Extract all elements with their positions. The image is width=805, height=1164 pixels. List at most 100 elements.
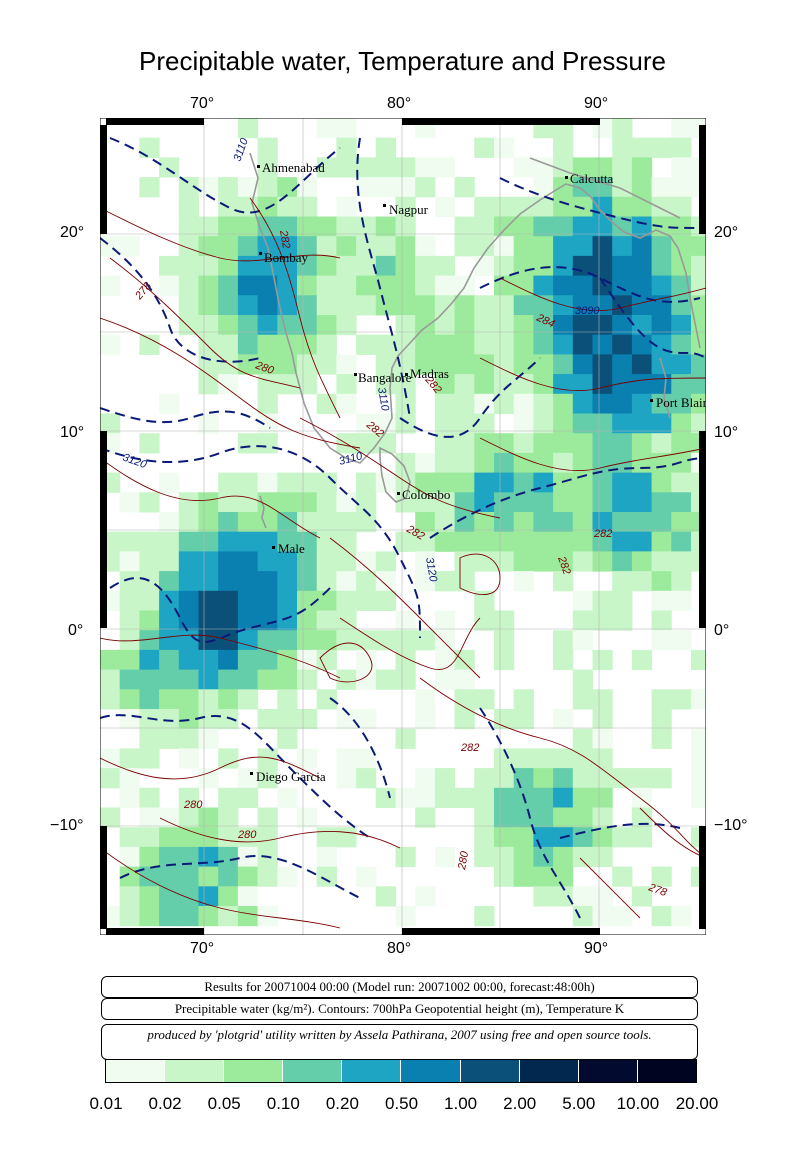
pw-cell (336, 295, 357, 316)
pw-cell (513, 374, 534, 395)
pw-cell (178, 295, 199, 316)
pw-cell (691, 374, 712, 395)
pw-cell (198, 512, 219, 533)
pw-cell (415, 334, 436, 355)
pw-cell (415, 295, 436, 316)
pw-cell (474, 295, 495, 316)
pw-cell (553, 571, 574, 592)
pw-cell (198, 669, 219, 690)
pw-cell (434, 630, 456, 651)
pw-cell (533, 393, 554, 414)
pw-cell (100, 649, 121, 671)
pw-cell (474, 906, 495, 927)
pw-cell (671, 512, 692, 533)
pw-cell (474, 492, 495, 513)
pw-cell (494, 610, 515, 631)
pw-cell (336, 531, 357, 552)
pw-cell (277, 295, 298, 316)
pw-cell (395, 728, 416, 749)
pw-cell (237, 787, 259, 808)
pw-cell (415, 630, 436, 651)
pw-cell (671, 590, 692, 611)
pw-cell (533, 255, 554, 277)
pw-cell (297, 630, 318, 651)
pw-cell (277, 512, 298, 533)
pw-cell (395, 216, 416, 237)
contour-label: 280 (456, 849, 471, 871)
pw-cell (513, 157, 534, 178)
pw-cell (336, 216, 357, 237)
pw-cell (553, 768, 574, 789)
pw-cell (237, 610, 259, 631)
pw-cell (237, 334, 259, 355)
pw-cell (454, 177, 475, 198)
pw-cell (375, 295, 396, 316)
pw-cell (651, 236, 672, 257)
pw-cell (395, 157, 416, 178)
pw-cell (494, 315, 515, 336)
pw-cell (494, 236, 515, 257)
pw-cell (494, 433, 515, 454)
pw-cell (651, 255, 672, 277)
legend-label: 1.00 (444, 1094, 478, 1113)
pw-cell (159, 531, 180, 552)
pw-cell (612, 590, 633, 611)
pw-cell (237, 886, 259, 907)
coastlines (249, 152, 701, 529)
pw-cell (533, 512, 554, 533)
pw-cell (198, 866, 219, 887)
precipitable-water-cells (100, 118, 712, 927)
pw-cell (553, 354, 574, 375)
legend-swatch (224, 1060, 284, 1082)
pw-cell (218, 709, 239, 730)
pw-cell (612, 551, 633, 572)
pw-cell (297, 590, 318, 611)
pw-cell (454, 374, 475, 395)
pw-cell (631, 255, 653, 277)
pw-cell (474, 236, 495, 257)
pw-cell (494, 295, 515, 316)
pw-cell (218, 571, 239, 592)
pw-cell (474, 137, 495, 158)
pw-cell (277, 728, 298, 749)
pw-cell (277, 492, 298, 513)
pw-cell (572, 177, 593, 198)
pw-cell (218, 827, 239, 848)
pw-cell (198, 413, 219, 434)
pw-cell (691, 748, 712, 769)
pw-cell (513, 334, 534, 355)
pw-cell (218, 866, 239, 887)
pw-cell (572, 275, 593, 296)
pw-cell (553, 393, 574, 414)
pw-cell (691, 689, 712, 710)
pw-cell (237, 669, 259, 690)
pw-cell (415, 768, 436, 789)
pw-cell (316, 334, 337, 355)
pw-cell (494, 137, 515, 158)
pw-cell (178, 807, 199, 828)
pw-cell (395, 393, 416, 414)
contour-label: 3110 (375, 386, 391, 412)
pw-cell (395, 236, 416, 257)
pw-cell (671, 531, 692, 552)
pw-cell (297, 177, 318, 198)
pw-cell (316, 118, 337, 139)
pw-cell (139, 610, 160, 631)
pw-cell (316, 531, 337, 552)
pw-cell (631, 137, 653, 158)
pw-cell (218, 374, 239, 395)
pw-cell (434, 649, 456, 671)
pw-cell (316, 216, 337, 237)
pw-cell (592, 315, 613, 336)
pw-cell (336, 157, 357, 178)
pw-cell (159, 866, 180, 887)
pw-cell (159, 157, 180, 178)
pw-cell (415, 472, 436, 493)
pw-cell (198, 236, 219, 257)
city-label: Madras (410, 366, 449, 381)
pw-cell (434, 413, 456, 434)
pw-cell (631, 315, 653, 336)
pw-cell (651, 413, 672, 434)
pw-cell (671, 906, 692, 927)
pw-cell (257, 866, 278, 887)
